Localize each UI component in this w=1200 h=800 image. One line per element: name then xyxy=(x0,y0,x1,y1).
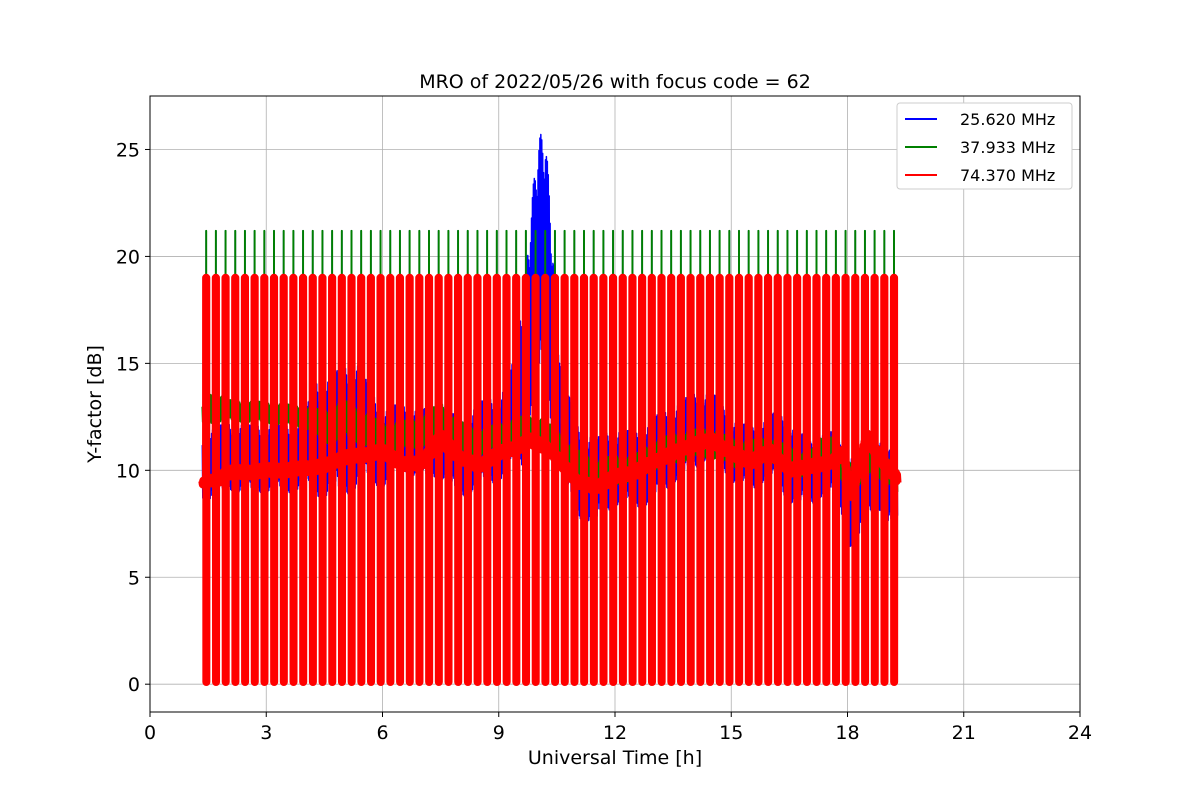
x-tick-label: 18 xyxy=(835,722,859,744)
legend-label-3: 74.370 MHz xyxy=(960,166,1055,185)
legend-label-2: 37.933 MHz xyxy=(960,138,1055,157)
plot-area xyxy=(149,95,1081,713)
x-tick-label: 21 xyxy=(952,722,976,744)
x-tick-label: 24 xyxy=(1068,722,1092,744)
y-tick-label: 25 xyxy=(116,139,140,161)
y-axis-label: Y-factor [dB] xyxy=(84,345,106,464)
series-line-3 xyxy=(198,273,902,687)
x-tick-label: 3 xyxy=(260,722,272,744)
chart-title: MRO of 2022/05/26 with focus code = 62 xyxy=(419,71,811,93)
x-tick-label: 0 xyxy=(144,722,156,744)
legend-label-1: 25.620 MHz xyxy=(960,110,1055,129)
legend-box xyxy=(896,102,1073,190)
x-axis-label: Universal Time [h] xyxy=(528,747,702,769)
y-axis: 0 5 10 15 20 25 xyxy=(116,139,150,696)
y-tick-label: 10 xyxy=(116,460,140,482)
x-tick-label: 9 xyxy=(493,722,505,744)
y-tick-label: 20 xyxy=(116,246,140,268)
y-tick-label: 0 xyxy=(128,674,140,696)
x-tick-label: 12 xyxy=(603,722,627,744)
y-tick-label: 5 xyxy=(128,567,140,589)
legend: 25.620 MHz 37.933 MHz 74.370 MHz xyxy=(896,102,1073,190)
x-tick-label: 6 xyxy=(376,722,388,744)
x-tick-label: 15 xyxy=(719,722,743,744)
y-tick-label: 15 xyxy=(116,353,140,375)
series-layer xyxy=(198,133,902,687)
x-axis: 0 3 6 9 12 15 18 21 24 xyxy=(144,712,1092,744)
